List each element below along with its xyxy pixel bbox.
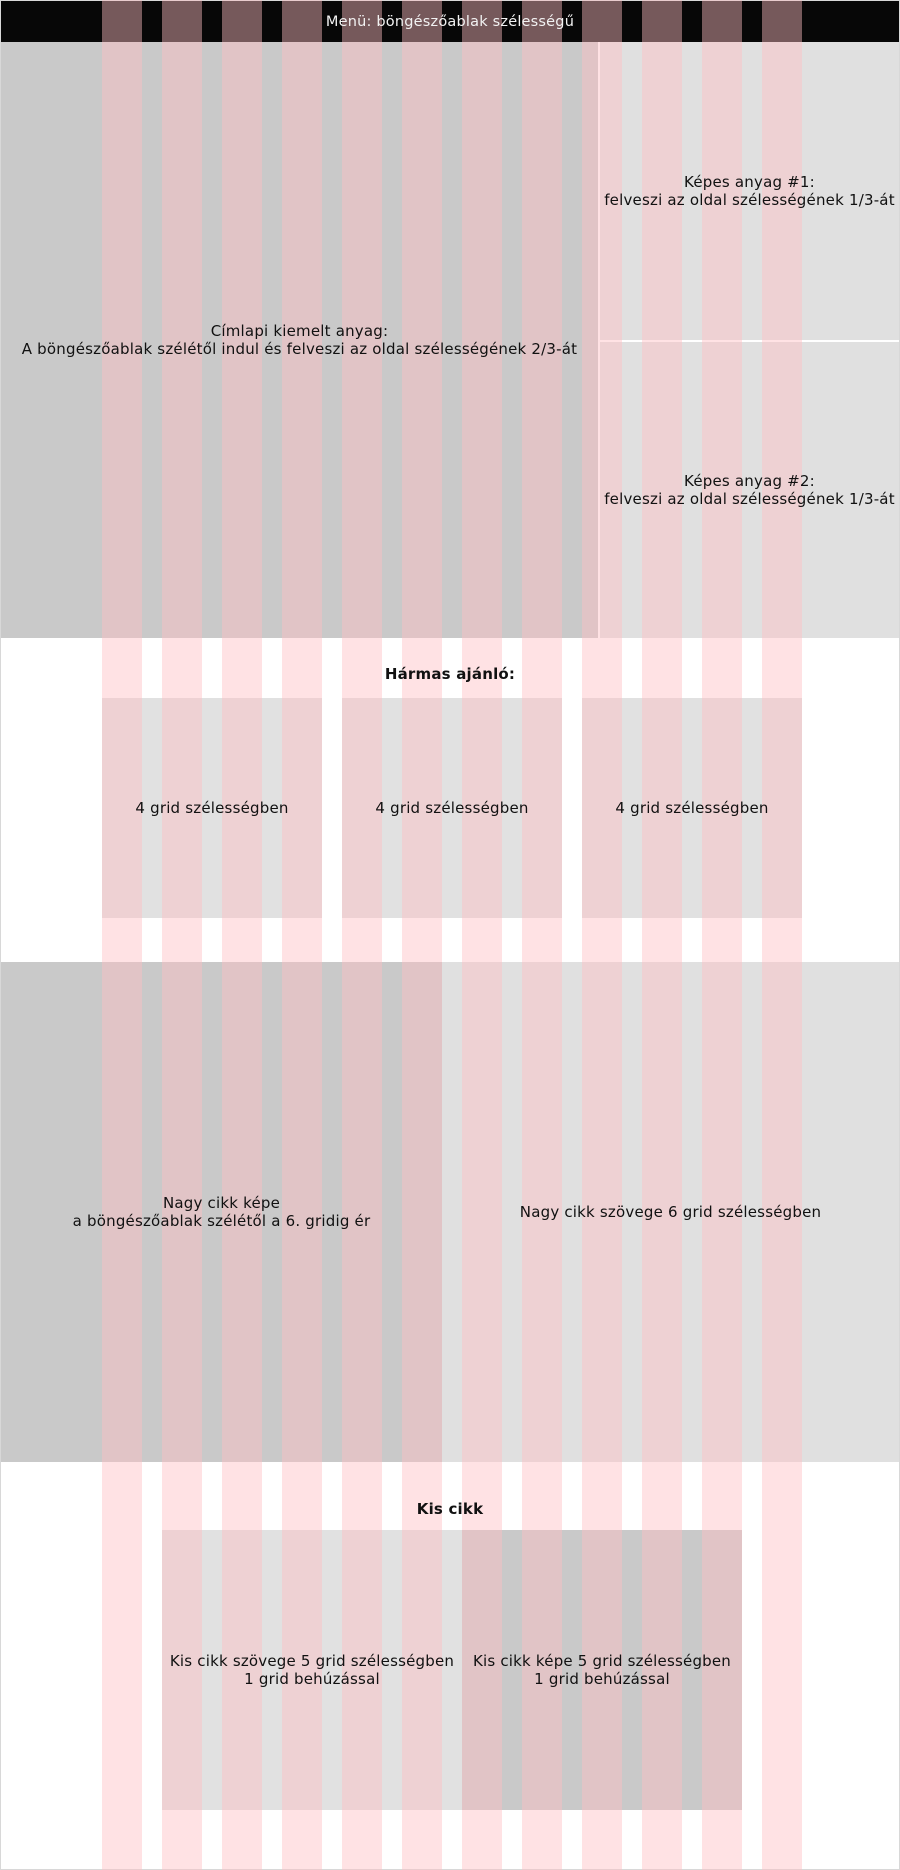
hero-block: Címlapi kiemelt anyag: A böngészőablak s… xyxy=(1,42,598,638)
big-article-image: Nagy cikk képe a böngészőablak szélétől … xyxy=(1,962,442,1462)
triple-heading: Hármas ajánló: xyxy=(0,660,900,688)
triple-card-2: 4 grid szélességben xyxy=(342,698,562,918)
small-article-text-block: Kis cikk szövege 5 grid szélességben 1 g… xyxy=(162,1530,462,1810)
small-article-image-text: Kis cikk képe 5 grid szélességben 1 grid… xyxy=(472,1652,732,1688)
hero-text: Címlapi kiemelt anyag: A böngészőablak s… xyxy=(21,322,578,358)
small-article-image-block: Kis cikk képe 5 grid szélességben 1 grid… xyxy=(462,1530,742,1810)
triple-card-3-text: 4 grid szélességben xyxy=(615,799,769,817)
triple-card-2-text: 4 grid szélességben xyxy=(375,799,529,817)
triple-card-3: 4 grid szélességben xyxy=(582,698,802,918)
triple-card-1: 4 grid szélességben xyxy=(102,698,322,918)
triple-card-1-text: 4 grid szélességben xyxy=(135,799,289,817)
small-article-heading: Kis cikk xyxy=(0,1495,900,1523)
image-item-2-text: Képes anyag #2: felveszi az oldal széles… xyxy=(604,472,895,508)
triple-heading-text: Hármas ajánló: xyxy=(384,665,516,683)
big-article-body: Nagy cikk szövege 6 grid szélességben xyxy=(442,962,899,1462)
image-item-1-text: Képes anyag #1: felveszi az oldal széles… xyxy=(604,173,895,209)
small-article-heading-text: Kis cikk xyxy=(416,1500,484,1518)
image-item-1: Képes anyag #1: felveszi az oldal széles… xyxy=(600,42,899,340)
image-item-2: Képes anyag #2: felveszi az oldal széles… xyxy=(600,342,899,638)
small-article-text: Kis cikk szövege 5 grid szélességben 1 g… xyxy=(169,1652,455,1688)
big-article-image-text: Nagy cikk képe a böngészőablak szélétől … xyxy=(72,1194,371,1230)
big-article-body-text: Nagy cikk szövege 6 grid szélességben xyxy=(519,1203,822,1221)
menu-label: Menü: böngészőablak szélességű xyxy=(325,13,575,30)
menu-bar[interactable]: Menü: böngészőablak szélességű xyxy=(1,1,899,42)
